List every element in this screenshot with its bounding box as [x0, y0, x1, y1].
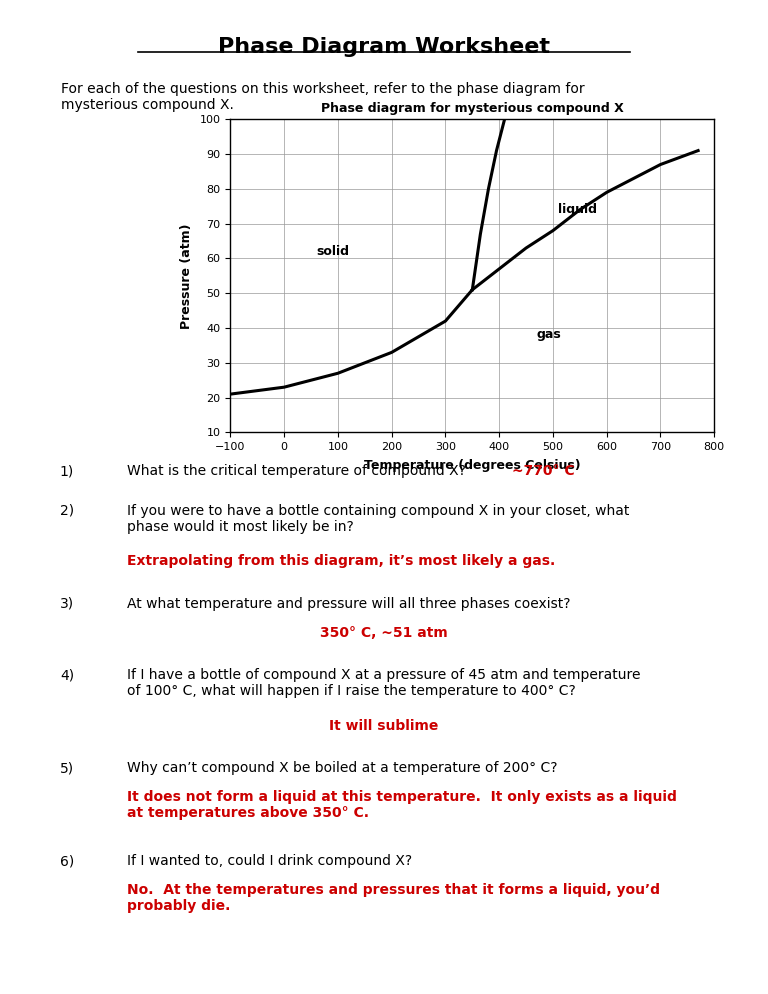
Text: 5): 5)	[60, 761, 74, 775]
Text: What is the critical temperature of compound X?: What is the critical temperature of comp…	[127, 464, 475, 478]
Text: Why can’t compound X be boiled at a temperature of 200° C?: Why can’t compound X be boiled at a temp…	[127, 761, 558, 775]
Text: If I wanted to, could I drink compound X?: If I wanted to, could I drink compound X…	[127, 854, 412, 868]
Text: At what temperature and pressure will all three phases coexist?: At what temperature and pressure will al…	[127, 596, 570, 610]
X-axis label: Temperature (degrees Celsius): Temperature (degrees Celsius)	[364, 459, 581, 472]
Text: 2): 2)	[60, 504, 74, 518]
Text: gas: gas	[537, 328, 561, 342]
Text: If I have a bottle of compound X at a pressure of 45 atm and temperature
of 100°: If I have a bottle of compound X at a pr…	[127, 668, 641, 699]
Text: solid: solid	[316, 245, 349, 258]
Text: liquid: liquid	[558, 203, 598, 217]
Text: 4): 4)	[60, 668, 74, 682]
Text: For each of the questions on this worksheet, refer to the phase diagram for
myst: For each of the questions on this worksh…	[61, 82, 585, 111]
Text: It will sublime: It will sublime	[329, 719, 439, 733]
Text: ~770° C: ~770° C	[512, 464, 575, 478]
Text: Phase Diagram Worksheet: Phase Diagram Worksheet	[218, 37, 550, 57]
Text: If you were to have a bottle containing compound X in your closet, what
phase wo: If you were to have a bottle containing …	[127, 504, 629, 534]
Text: 1): 1)	[60, 464, 74, 478]
Text: No.  At the temperatures and pressures that it forms a liquid, you’d
probably di: No. At the temperatures and pressures th…	[127, 883, 660, 913]
Text: 350° C, ~51 atm: 350° C, ~51 atm	[320, 625, 448, 639]
Text: Extrapolating from this diagram, it’s most likely a gas.: Extrapolating from this diagram, it’s mo…	[127, 554, 555, 568]
Title: Phase diagram for mysterious compound X: Phase diagram for mysterious compound X	[321, 102, 624, 115]
Text: 6): 6)	[60, 854, 74, 868]
Text: 3): 3)	[60, 596, 74, 610]
Text: It does not form a liquid at this temperature.  It only exists as a liquid
at te: It does not form a liquid at this temper…	[127, 790, 677, 820]
Y-axis label: Pressure (atm): Pressure (atm)	[180, 223, 193, 329]
